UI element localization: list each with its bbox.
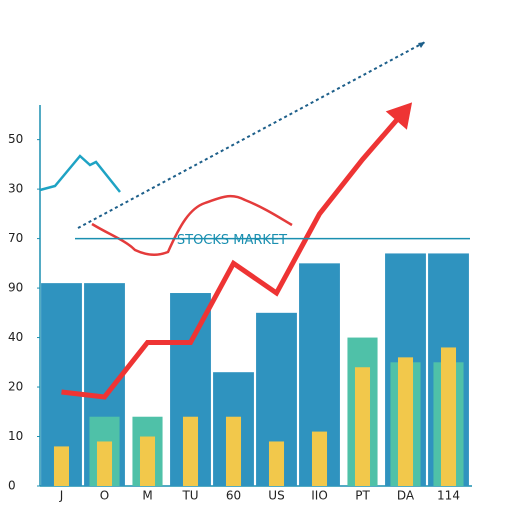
bar [182, 416, 199, 486]
decor-curve [91, 194, 293, 256]
y-tick-label: 90 [8, 281, 23, 295]
line [61, 108, 408, 400]
x-tick-label: IIO [311, 489, 328, 503]
x-tick-label: TU [181, 489, 198, 503]
bar [53, 446, 70, 486]
bar [354, 367, 371, 486]
y-tick-label: 20 [8, 380, 23, 394]
x-tick-label: O [100, 489, 109, 503]
bar [397, 357, 414, 486]
x-tick-label: DA [397, 489, 415, 503]
trend-arrow [418, 42, 425, 48]
decor-line [39, 154, 121, 193]
bar [311, 431, 328, 486]
bar [268, 441, 285, 486]
x-tick-label: M [142, 489, 152, 503]
bar [139, 436, 156, 486]
y-tick-label: 0 [8, 479, 16, 493]
bar [96, 441, 113, 486]
x-tick-label: 60 [226, 489, 241, 503]
x-tick-label: J [59, 489, 64, 503]
trend-line [77, 41, 426, 229]
x-tick-label: PT [355, 489, 370, 503]
y-tick-label: 70 [8, 231, 23, 245]
y-tick-label: 50 [8, 132, 23, 146]
bar [440, 347, 457, 486]
x-tick-label: US [268, 489, 284, 503]
annotation: STOCKS MARKET [177, 233, 287, 248]
x-tick-label: 114 [437, 489, 460, 503]
y-tick-label: 40 [8, 330, 23, 344]
bar [225, 416, 242, 486]
y-tick-label: 10 [8, 429, 23, 443]
y-tick-label: 30 [8, 182, 23, 196]
arrow-head [385, 102, 413, 130]
